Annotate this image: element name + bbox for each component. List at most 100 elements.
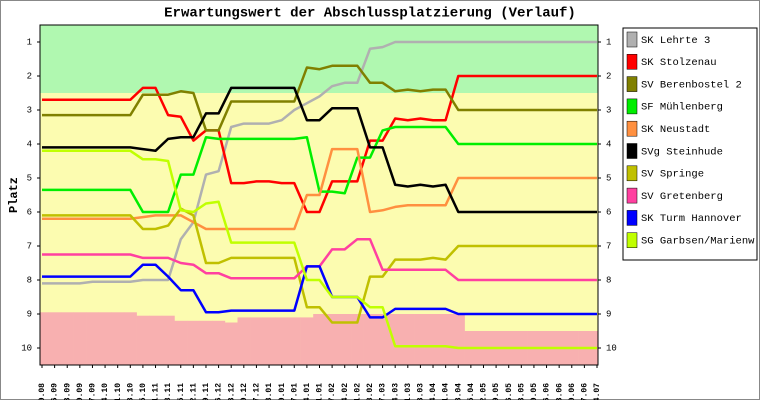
series-line xyxy=(42,263,597,319)
x-tick-label: 20.12 xyxy=(240,383,249,400)
y-tick-label: 6 xyxy=(27,207,32,217)
legend-swatch xyxy=(626,98,638,115)
lower-zone xyxy=(275,317,289,365)
x-tick-label: 28.02 xyxy=(366,383,375,400)
x-tick-label: 10.01 xyxy=(278,383,287,400)
legend-label: SK Neustadt xyxy=(641,124,710,136)
x-tick-label: 01.11 xyxy=(152,383,161,400)
lower-zone xyxy=(123,312,137,365)
lower-zone xyxy=(237,317,251,365)
lower-zone xyxy=(250,317,264,365)
legend-label: SK Turm Hannover xyxy=(641,213,742,225)
y-tick-label: 1 xyxy=(606,37,611,47)
y-tick-label: 1 xyxy=(27,37,32,47)
legend-label: SK Lehrte 3 xyxy=(641,35,710,47)
y-tick-label: 2 xyxy=(27,71,32,81)
legend-label: SVg Steinhude xyxy=(641,146,723,158)
lower-zone xyxy=(174,320,188,365)
lower-zone xyxy=(401,314,415,365)
series-line xyxy=(42,149,597,350)
x-tick-label: 16.05 xyxy=(505,383,514,400)
x-tick-label: 07.03 xyxy=(379,383,388,400)
legend-swatch xyxy=(626,187,638,204)
lower-zone xyxy=(313,314,327,365)
x-tick-label: 06.09 xyxy=(51,383,60,400)
y-tick-label: 8 xyxy=(606,275,611,285)
lower-zone xyxy=(414,314,428,365)
series-line xyxy=(42,207,597,324)
lower-zone xyxy=(60,312,74,365)
lower-zone xyxy=(300,317,314,365)
lower-zone xyxy=(325,314,339,365)
lower-zone xyxy=(224,322,238,365)
y-tick-label: 9 xyxy=(27,309,32,319)
x-tick-label: 20.06 xyxy=(568,383,577,400)
chart-title: Erwartungswert der Abschlussplatzierung … xyxy=(164,6,576,22)
legend-swatch xyxy=(626,210,638,226)
y-tick-label: 5 xyxy=(606,173,611,183)
x-tick-label: 25.10 xyxy=(139,383,148,400)
x-tick-label: 02.05 xyxy=(480,383,489,400)
x-tick-label: 30.08 xyxy=(38,383,47,400)
legend-box xyxy=(622,27,758,261)
lower-zone xyxy=(451,314,465,365)
x-tick-label: 28.03 xyxy=(417,383,426,400)
lower-zone xyxy=(439,314,453,365)
y-tick-label: 7 xyxy=(27,241,32,251)
x-tick-label: 13.12 xyxy=(227,383,236,400)
x-tick-label: 06.06 xyxy=(543,383,552,400)
lower-zone xyxy=(86,312,100,365)
lower-zone xyxy=(48,312,62,365)
legend-label: SV Springe xyxy=(641,169,704,181)
y-tick-label: 4 xyxy=(606,139,611,149)
x-tick-label: 09.05 xyxy=(492,383,501,400)
x-tick-label: 08.11 xyxy=(164,383,173,400)
x-tick-label: 29.11 xyxy=(202,383,211,400)
y-tick-label: 9 xyxy=(606,309,611,319)
lower-zone xyxy=(262,317,276,365)
x-tick-label: 20.09 xyxy=(76,383,85,400)
legend-swatch xyxy=(626,143,638,159)
y-tick-label: 5 xyxy=(27,173,32,183)
y-tick-label: 3 xyxy=(27,105,32,115)
x-tick-label: 31.01 xyxy=(316,383,325,400)
legend-swatch xyxy=(626,120,638,137)
lower-zone xyxy=(199,320,213,365)
legend-swatch xyxy=(626,165,638,182)
x-tick-label: 27.06 xyxy=(580,383,589,400)
x-tick-label: 11.10 xyxy=(114,383,123,400)
y-tick-label: 2 xyxy=(606,71,611,81)
x-tick-label: 24.01 xyxy=(303,383,312,400)
legend-label: SG Garbsen/Marienw xyxy=(641,235,755,247)
x-tick-label: 17.01 xyxy=(290,383,299,400)
x-tick-label: 21.02 xyxy=(353,383,362,400)
x-tick-label: 18.04 xyxy=(454,383,463,400)
lower-zone xyxy=(73,312,87,365)
x-tick-label: 27.12 xyxy=(253,383,262,400)
x-tick-label: 23.05 xyxy=(517,383,526,400)
y-tick-label: 6 xyxy=(606,207,611,217)
legend-label: SF Mühlenberg xyxy=(641,102,723,114)
x-tick-label: 13.09 xyxy=(63,383,72,400)
x-tick-label: 25.04 xyxy=(467,383,476,400)
series-line xyxy=(42,64,597,132)
x-tick-label: 03.01 xyxy=(265,383,274,400)
y-tick-label: 4 xyxy=(27,139,32,149)
x-tick-label: 14.03 xyxy=(391,383,400,400)
x-tick-label: 30.05 xyxy=(530,383,539,400)
lower-zone xyxy=(426,314,440,365)
legend-label: SV Gretenberg xyxy=(641,191,723,203)
legend-label: SV Berenbostel 2 xyxy=(641,79,742,91)
x-tick-label: 07.02 xyxy=(328,383,337,400)
lower-zone xyxy=(351,314,364,365)
lower-zone xyxy=(388,314,402,365)
lower-zone xyxy=(40,312,49,365)
lower-zone xyxy=(111,312,125,365)
x-tick-label: 15.11 xyxy=(177,383,186,400)
lower-zone xyxy=(338,314,352,365)
lower-zone xyxy=(149,315,163,365)
x-tick-label: 18.10 xyxy=(126,383,135,400)
y-tick-label: 8 xyxy=(27,275,32,285)
series-line xyxy=(42,74,597,214)
